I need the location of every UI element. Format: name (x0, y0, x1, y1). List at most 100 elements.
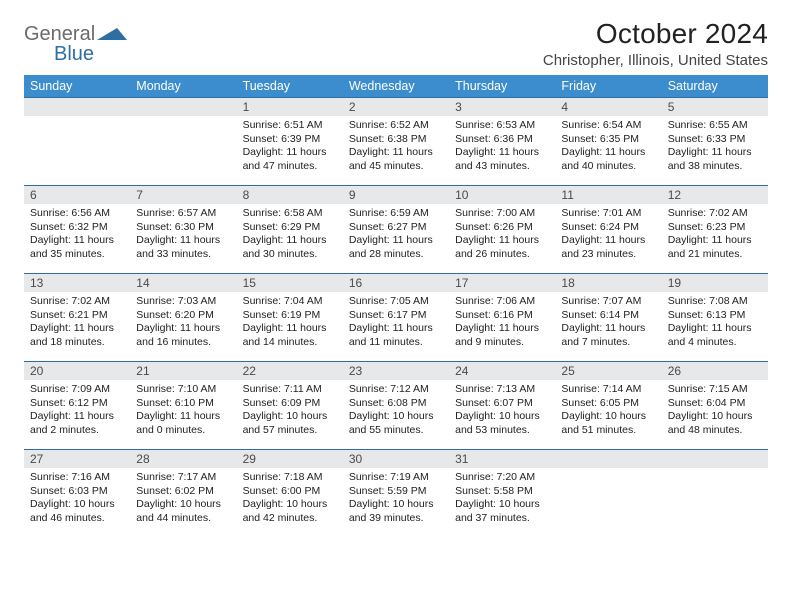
brand-word-2: Blue (54, 43, 94, 65)
sunset-line: Sunset: 6:00 PM (243, 485, 337, 499)
day-details: Sunrise: 6:57 AMSunset: 6:30 PMDaylight:… (130, 204, 236, 266)
header-row: General Blue October 2024 Christopher, I… (24, 18, 768, 69)
calendar-cell: 20Sunrise: 7:09 AMSunset: 6:12 PMDayligh… (24, 362, 130, 450)
day-number: 3 (449, 98, 555, 116)
sunrise-line: Sunrise: 7:16 AM (30, 471, 124, 485)
calendar-cell: 19Sunrise: 7:08 AMSunset: 6:13 PMDayligh… (662, 274, 768, 362)
day-number: 22 (237, 362, 343, 380)
weekday-header: Sunday (24, 75, 130, 98)
sunrise-line: Sunrise: 6:58 AM (243, 207, 337, 221)
daylight-line: Daylight: 11 hours and 18 minutes. (30, 322, 124, 349)
day-details: Sunrise: 6:53 AMSunset: 6:36 PMDaylight:… (449, 116, 555, 178)
day-number: 27 (24, 450, 130, 468)
sunrise-line: Sunrise: 7:05 AM (349, 295, 443, 309)
sunset-line: Sunset: 6:09 PM (243, 397, 337, 411)
daylight-line: Daylight: 10 hours and 51 minutes. (561, 410, 655, 437)
sunrise-line: Sunrise: 7:09 AM (30, 383, 124, 397)
sunrise-line: Sunrise: 7:12 AM (349, 383, 443, 397)
calendar-cell: 25Sunrise: 7:14 AMSunset: 6:05 PMDayligh… (555, 362, 661, 450)
day-number: 1 (237, 98, 343, 116)
calendar-row: 13Sunrise: 7:02 AMSunset: 6:21 PMDayligh… (24, 274, 768, 362)
daylight-line: Daylight: 10 hours and 37 minutes. (455, 498, 549, 525)
sunrise-line: Sunrise: 6:59 AM (349, 207, 443, 221)
calendar-cell: 26Sunrise: 7:15 AMSunset: 6:04 PMDayligh… (662, 362, 768, 450)
sunrise-line: Sunrise: 7:11 AM (243, 383, 337, 397)
calendar-cell: 14Sunrise: 7:03 AMSunset: 6:20 PMDayligh… (130, 274, 236, 362)
day-details: Sunrise: 7:20 AMSunset: 5:58 PMDaylight:… (449, 468, 555, 530)
day-number: 2 (343, 98, 449, 116)
sunset-line: Sunset: 6:21 PM (30, 309, 124, 323)
day-details: Sunrise: 7:13 AMSunset: 6:07 PMDaylight:… (449, 380, 555, 442)
calendar-cell: 5Sunrise: 6:55 AMSunset: 6:33 PMDaylight… (662, 98, 768, 186)
sunset-line: Sunset: 6:08 PM (349, 397, 443, 411)
sunset-line: Sunset: 6:20 PM (136, 309, 230, 323)
daylight-line: Daylight: 11 hours and 47 minutes. (243, 146, 337, 173)
sunrise-line: Sunrise: 7:06 AM (455, 295, 549, 309)
day-details (130, 116, 236, 123)
calendar-cell: 10Sunrise: 7:00 AMSunset: 6:26 PMDayligh… (449, 186, 555, 274)
day-number (130, 98, 236, 116)
daylight-line: Daylight: 11 hours and 9 minutes. (455, 322, 549, 349)
sunset-line: Sunset: 5:58 PM (455, 485, 549, 499)
day-details: Sunrise: 7:06 AMSunset: 6:16 PMDaylight:… (449, 292, 555, 354)
day-number: 12 (662, 186, 768, 204)
day-number: 10 (449, 186, 555, 204)
sunset-line: Sunset: 6:29 PM (243, 221, 337, 235)
calendar-cell: 7Sunrise: 6:57 AMSunset: 6:30 PMDaylight… (130, 186, 236, 274)
sunrise-line: Sunrise: 6:57 AM (136, 207, 230, 221)
daylight-line: Daylight: 11 hours and 30 minutes. (243, 234, 337, 261)
daylight-line: Daylight: 10 hours and 48 minutes. (668, 410, 762, 437)
day-number: 24 (449, 362, 555, 380)
day-details: Sunrise: 7:01 AMSunset: 6:24 PMDaylight:… (555, 204, 661, 266)
sunrise-line: Sunrise: 7:02 AM (668, 207, 762, 221)
month-title: October 2024 (543, 18, 768, 50)
day-number: 9 (343, 186, 449, 204)
daylight-line: Daylight: 11 hours and 11 minutes. (349, 322, 443, 349)
day-details (662, 468, 768, 475)
sunrise-line: Sunrise: 6:54 AM (561, 119, 655, 133)
sunset-line: Sunset: 6:33 PM (668, 133, 762, 147)
sunset-line: Sunset: 6:14 PM (561, 309, 655, 323)
sunrise-line: Sunrise: 7:13 AM (455, 383, 549, 397)
sunrise-line: Sunrise: 7:03 AM (136, 295, 230, 309)
sunset-line: Sunset: 6:24 PM (561, 221, 655, 235)
sunset-line: Sunset: 6:38 PM (349, 133, 443, 147)
calendar-cell: 23Sunrise: 7:12 AMSunset: 6:08 PMDayligh… (343, 362, 449, 450)
day-number: 7 (130, 186, 236, 204)
calendar-table: SundayMondayTuesdayWednesdayThursdayFrid… (24, 75, 768, 538)
sunset-line: Sunset: 6:02 PM (136, 485, 230, 499)
calendar-cell: 15Sunrise: 7:04 AMSunset: 6:19 PMDayligh… (237, 274, 343, 362)
day-details: Sunrise: 6:52 AMSunset: 6:38 PMDaylight:… (343, 116, 449, 178)
location-subtitle: Christopher, Illinois, United States (543, 52, 768, 69)
sunset-line: Sunset: 6:10 PM (136, 397, 230, 411)
day-number: 21 (130, 362, 236, 380)
calendar-cell: 9Sunrise: 6:59 AMSunset: 6:27 PMDaylight… (343, 186, 449, 274)
daylight-line: Daylight: 11 hours and 26 minutes. (455, 234, 549, 261)
sunrise-line: Sunrise: 6:53 AM (455, 119, 549, 133)
day-number: 11 (555, 186, 661, 204)
calendar-cell: 3Sunrise: 6:53 AMSunset: 6:36 PMDaylight… (449, 98, 555, 186)
weekday-header: Friday (555, 75, 661, 98)
daylight-line: Daylight: 11 hours and 4 minutes. (668, 322, 762, 349)
day-number: 6 (24, 186, 130, 204)
daylight-line: Daylight: 11 hours and 35 minutes. (30, 234, 124, 261)
daylight-line: Daylight: 10 hours and 57 minutes. (243, 410, 337, 437)
calendar-cell: 16Sunrise: 7:05 AMSunset: 6:17 PMDayligh… (343, 274, 449, 362)
sunset-line: Sunset: 5:59 PM (349, 485, 443, 499)
day-number: 23 (343, 362, 449, 380)
sunset-line: Sunset: 6:19 PM (243, 309, 337, 323)
sunset-line: Sunset: 6:12 PM (30, 397, 124, 411)
day-details (24, 116, 130, 123)
weekday-header: Monday (130, 75, 236, 98)
day-details: Sunrise: 6:58 AMSunset: 6:29 PMDaylight:… (237, 204, 343, 266)
day-details: Sunrise: 7:11 AMSunset: 6:09 PMDaylight:… (237, 380, 343, 442)
sunset-line: Sunset: 6:30 PM (136, 221, 230, 235)
sunrise-line: Sunrise: 7:02 AM (30, 295, 124, 309)
weekday-header: Thursday (449, 75, 555, 98)
calendar-cell: 2Sunrise: 6:52 AMSunset: 6:38 PMDaylight… (343, 98, 449, 186)
calendar-cell (662, 450, 768, 538)
sunset-line: Sunset: 6:39 PM (243, 133, 337, 147)
daylight-line: Daylight: 11 hours and 38 minutes. (668, 146, 762, 173)
sunset-line: Sunset: 6:26 PM (455, 221, 549, 235)
daylight-line: Daylight: 10 hours and 44 minutes. (136, 498, 230, 525)
